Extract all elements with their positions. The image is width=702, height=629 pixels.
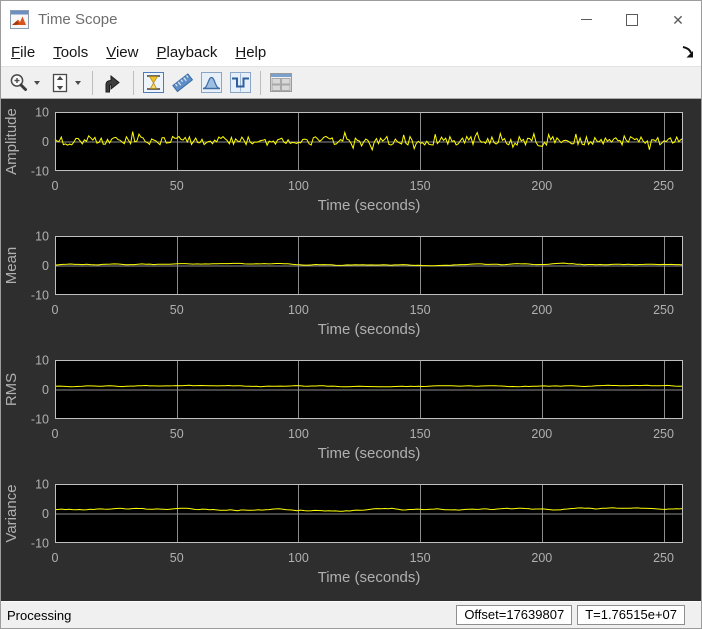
step-forward-button[interactable]: [98, 69, 128, 97]
svg-text:0: 0: [42, 135, 49, 149]
svg-text:0: 0: [52, 427, 59, 441]
svg-text:200: 200: [531, 551, 552, 565]
svg-text:0: 0: [52, 179, 59, 193]
maximize-icon: [626, 13, 638, 26]
svg-text:100: 100: [288, 303, 309, 317]
svg-text:150: 150: [410, 179, 431, 193]
minimize-icon: [580, 19, 592, 20]
svg-text:50: 50: [170, 179, 184, 193]
title-bar[interactable]: Time Scope ✕: [1, 1, 701, 38]
signal-statistics-button[interactable]: [197, 69, 226, 97]
svg-text:0: 0: [52, 303, 59, 317]
svg-text:10: 10: [35, 478, 49, 492]
bilevel-measurements-icon: [230, 72, 251, 93]
bilevel-measurements-button[interactable]: [226, 69, 255, 97]
svg-text:200: 200: [531, 303, 552, 317]
svg-text:250: 250: [653, 427, 674, 441]
toolbar-separator: [92, 70, 93, 95]
toolbar-separator: [260, 70, 261, 95]
matlab-scope-icon: [10, 10, 29, 29]
trigger-icon: [143, 72, 164, 93]
svg-text:250: 250: [653, 303, 674, 317]
svg-text:50: 50: [170, 551, 184, 565]
svg-text:Time (seconds): Time (seconds): [318, 321, 421, 338]
svg-text:150: 150: [410, 303, 431, 317]
status-bar: Processing Offset=17639807 T=1.76515e+07: [1, 601, 701, 628]
step-forward-icon: [105, 74, 120, 92]
svg-text:-10: -10: [31, 413, 49, 427]
scale-y-axis-icon: [52, 73, 68, 92]
minimize-button[interactable]: [563, 1, 609, 38]
menu-view[interactable]: View: [106, 43, 139, 61]
scale-dropdown-caret[interactable]: [75, 80, 81, 85]
toolbar: [1, 66, 701, 99]
svg-text:100: 100: [288, 551, 309, 565]
svg-text:-10: -10: [31, 165, 49, 179]
svg-text:100: 100: [288, 427, 309, 441]
svg-text:150: 150: [410, 427, 431, 441]
svg-text:200: 200: [531, 179, 552, 193]
signal-statistics-icon: [201, 72, 222, 93]
svg-text:Time (seconds): Time (seconds): [318, 569, 421, 586]
svg-text:0: 0: [42, 259, 49, 273]
cursor-measurements-icon: [172, 73, 194, 93]
svg-text:Time (seconds): Time (seconds): [318, 445, 421, 462]
trigger-button[interactable]: [139, 69, 168, 97]
undock-arrow-icon[interactable]: [680, 45, 694, 59]
svg-text:0: 0: [52, 551, 59, 565]
svg-text:RMS: RMS: [3, 373, 20, 406]
svg-text:50: 50: [170, 427, 184, 441]
svg-text:10: 10: [35, 106, 49, 120]
svg-text:250: 250: [653, 551, 674, 565]
svg-text:10: 10: [35, 354, 49, 368]
scale-y-axis-button[interactable]: [46, 69, 87, 97]
close-button[interactable]: ✕: [655, 1, 701, 38]
svg-text:0: 0: [42, 383, 49, 397]
svg-text:Time (seconds): Time (seconds): [318, 197, 421, 214]
svg-text:Variance: Variance: [3, 484, 20, 542]
menu-tools[interactable]: Tools: [53, 43, 89, 61]
status-text: Processing: [7, 607, 72, 623]
svg-text:10: 10: [35, 230, 49, 244]
menu-bar: File Tools View Playback Help: [1, 38, 701, 66]
svg-text:150: 150: [410, 551, 431, 565]
menu-file[interactable]: File: [11, 43, 36, 61]
scope-display-area: 10 0 -10 Amplitude 0 50 100 150 200 250 Time (seco…: [1, 99, 701, 601]
svg-text:250: 250: [653, 179, 674, 193]
zoom-in-button[interactable]: [5, 69, 46, 97]
zoom-in-icon: [10, 73, 27, 91]
cursor-measurements-button[interactable]: [168, 69, 197, 97]
sim-time-readout: T=1.76515e+07: [577, 605, 685, 625]
svg-text:-10: -10: [31, 537, 49, 551]
zoom-dropdown-caret[interactable]: [34, 80, 40, 85]
window-title: Time Scope: [38, 11, 118, 28]
svg-text:-10: -10: [31, 289, 49, 303]
layout-grid-icon: [270, 73, 292, 92]
menu-playback[interactable]: Playback: [156, 43, 218, 61]
offset-readout: Offset=17639807: [456, 605, 573, 625]
menu-help[interactable]: Help: [235, 43, 267, 61]
maximize-button[interactable]: [609, 1, 655, 38]
svg-text:Mean: Mean: [3, 247, 20, 285]
toolbar-separator: [133, 70, 134, 95]
svg-text:0: 0: [42, 507, 49, 521]
svg-text:100: 100: [288, 179, 309, 193]
svg-text:50: 50: [170, 303, 184, 317]
close-icon: ✕: [672, 11, 684, 28]
layout-grid-button[interactable]: [266, 69, 296, 97]
svg-text:Amplitude: Amplitude: [3, 108, 20, 175]
svg-text:200: 200: [531, 427, 552, 441]
